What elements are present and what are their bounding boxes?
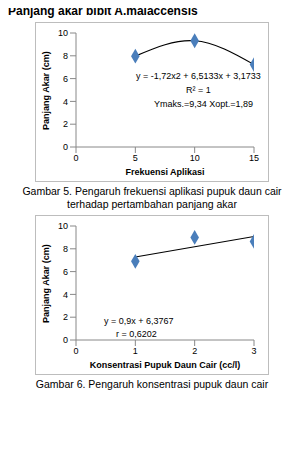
html-text:Gambar 5. Pengaruh frekuensi a: Gambar 5. Pengaruh frekuensi aplikasi pu… <box>22 185 282 210</box>
svg-text:2: 2 <box>63 312 68 322</box>
html-text:y = 0,9x + 6,3767: y = 0,9x + 6,3767 <box>104 316 174 326</box>
svg-text:6: 6 <box>63 74 68 84</box>
svg-text:5: 5 <box>133 153 138 163</box>
svg-text:0: 0 <box>73 346 78 356</box>
svg-text:1: 1 <box>133 346 138 356</box>
svg-text:8: 8 <box>63 244 68 254</box>
svg-text:10: 10 <box>58 221 68 231</box>
html-text:Gambar 6. Pengaruh konsentrasi: Gambar 6. Pengaruh konsentrasi pupuk dau… <box>35 378 269 390</box>
svg-text:0: 0 <box>73 153 78 163</box>
html-text:Panjang akar bibit A.malaccens: Panjang akar bibit A.malaccensis <box>8 4 198 18</box>
svg-text:2: 2 <box>63 119 68 129</box>
svg-text:4: 4 <box>63 97 68 107</box>
svg-text:2: 2 <box>192 346 197 356</box>
svg-text:6: 6 <box>63 267 68 277</box>
html-text:R² = 1: R² = 1 <box>186 85 211 95</box>
html-text:y = -1,72x2 + 6,5133x + 3,1733: y = -1,72x2 + 6,5133x + 3,1733 <box>136 71 261 81</box>
svg-text:Konsentrasi Pupuk Daun Cair (c: Konsentrasi Pupuk Daun Cair (cc/l) <box>90 360 241 370</box>
svg-text:8: 8 <box>63 51 68 61</box>
svg-text:10: 10 <box>58 28 68 38</box>
svg-text:10: 10 <box>190 153 200 163</box>
svg-text:0: 0 <box>63 335 68 345</box>
svg-text:4: 4 <box>63 290 68 300</box>
svg-text:Panjang Akar (cm): Panjang Akar (cm) <box>41 244 51 323</box>
svg-text:Frekuensi Aplikasi: Frekuensi Aplikasi <box>125 167 204 177</box>
html-text:r = 0,6202: r = 0,6202 <box>116 329 157 339</box>
svg-text:3: 3 <box>251 346 256 356</box>
svg-text:15: 15 <box>249 153 259 163</box>
html-text:Ymaks.=9,34 Xopt.=1,89: Ymaks.=9,34 Xopt.=1,89 <box>154 99 254 109</box>
svg-text:0: 0 <box>63 142 68 152</box>
svg-text:Panjang Akar (cm): Panjang Akar (cm) <box>41 51 51 130</box>
